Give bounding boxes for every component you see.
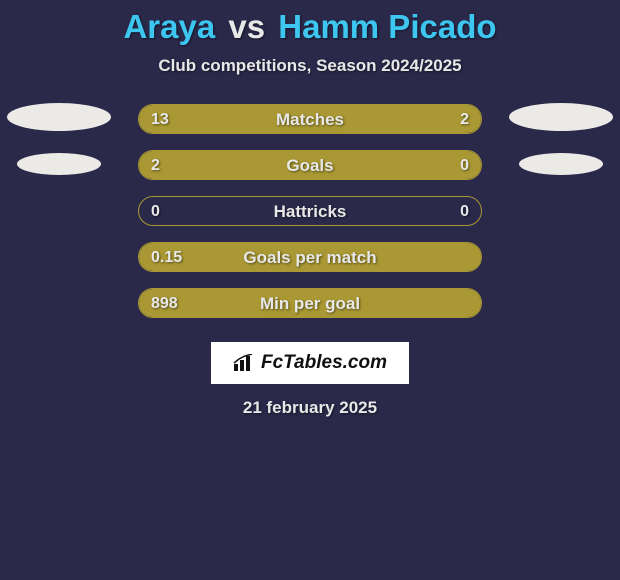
brand-text: FcTables.com (261, 352, 387, 374)
stat-bar: 00Hattricks (138, 196, 482, 226)
brand-badge: FcTables.com (211, 342, 409, 384)
stat-label: Min per goal (139, 289, 481, 318)
stat-label: Goals (139, 151, 481, 180)
player2-badge (519, 153, 603, 175)
stat-bar: 898Min per goal (138, 288, 482, 318)
stat-row: 132Matches (0, 104, 620, 134)
stat-label: Hattricks (139, 197, 481, 226)
bar-chart-icon (233, 354, 255, 372)
player2-name: Hamm Picado (278, 8, 496, 45)
stat-bar: 20Goals (138, 150, 482, 180)
stat-row: 00Hattricks (0, 196, 620, 226)
subtitle: Club competitions, Season 2024/2025 (0, 56, 620, 76)
stat-label: Matches (139, 105, 481, 134)
vs-separator: vs (228, 8, 265, 45)
stat-bar: 0.15Goals per match (138, 242, 482, 272)
player1-name: Araya (123, 8, 215, 45)
player2-badge (509, 103, 613, 131)
date-label: 21 february 2025 (0, 398, 620, 418)
stat-row: 20Goals (0, 150, 620, 180)
stat-label: Goals per match (139, 243, 481, 272)
page-title: Araya vs Hamm Picado (0, 8, 620, 46)
stat-row: 0.15Goals per match (0, 242, 620, 272)
comparison-container: Araya vs Hamm Picado Club competitions, … (0, 0, 620, 418)
stat-bar: 132Matches (138, 104, 482, 134)
stat-row: 898Min per goal (0, 288, 620, 318)
player1-badge (17, 153, 101, 175)
stats-list: 132Matches 20Goals 00Hattricks 0.15Goals pe… (0, 104, 620, 318)
player1-badge (7, 103, 111, 131)
